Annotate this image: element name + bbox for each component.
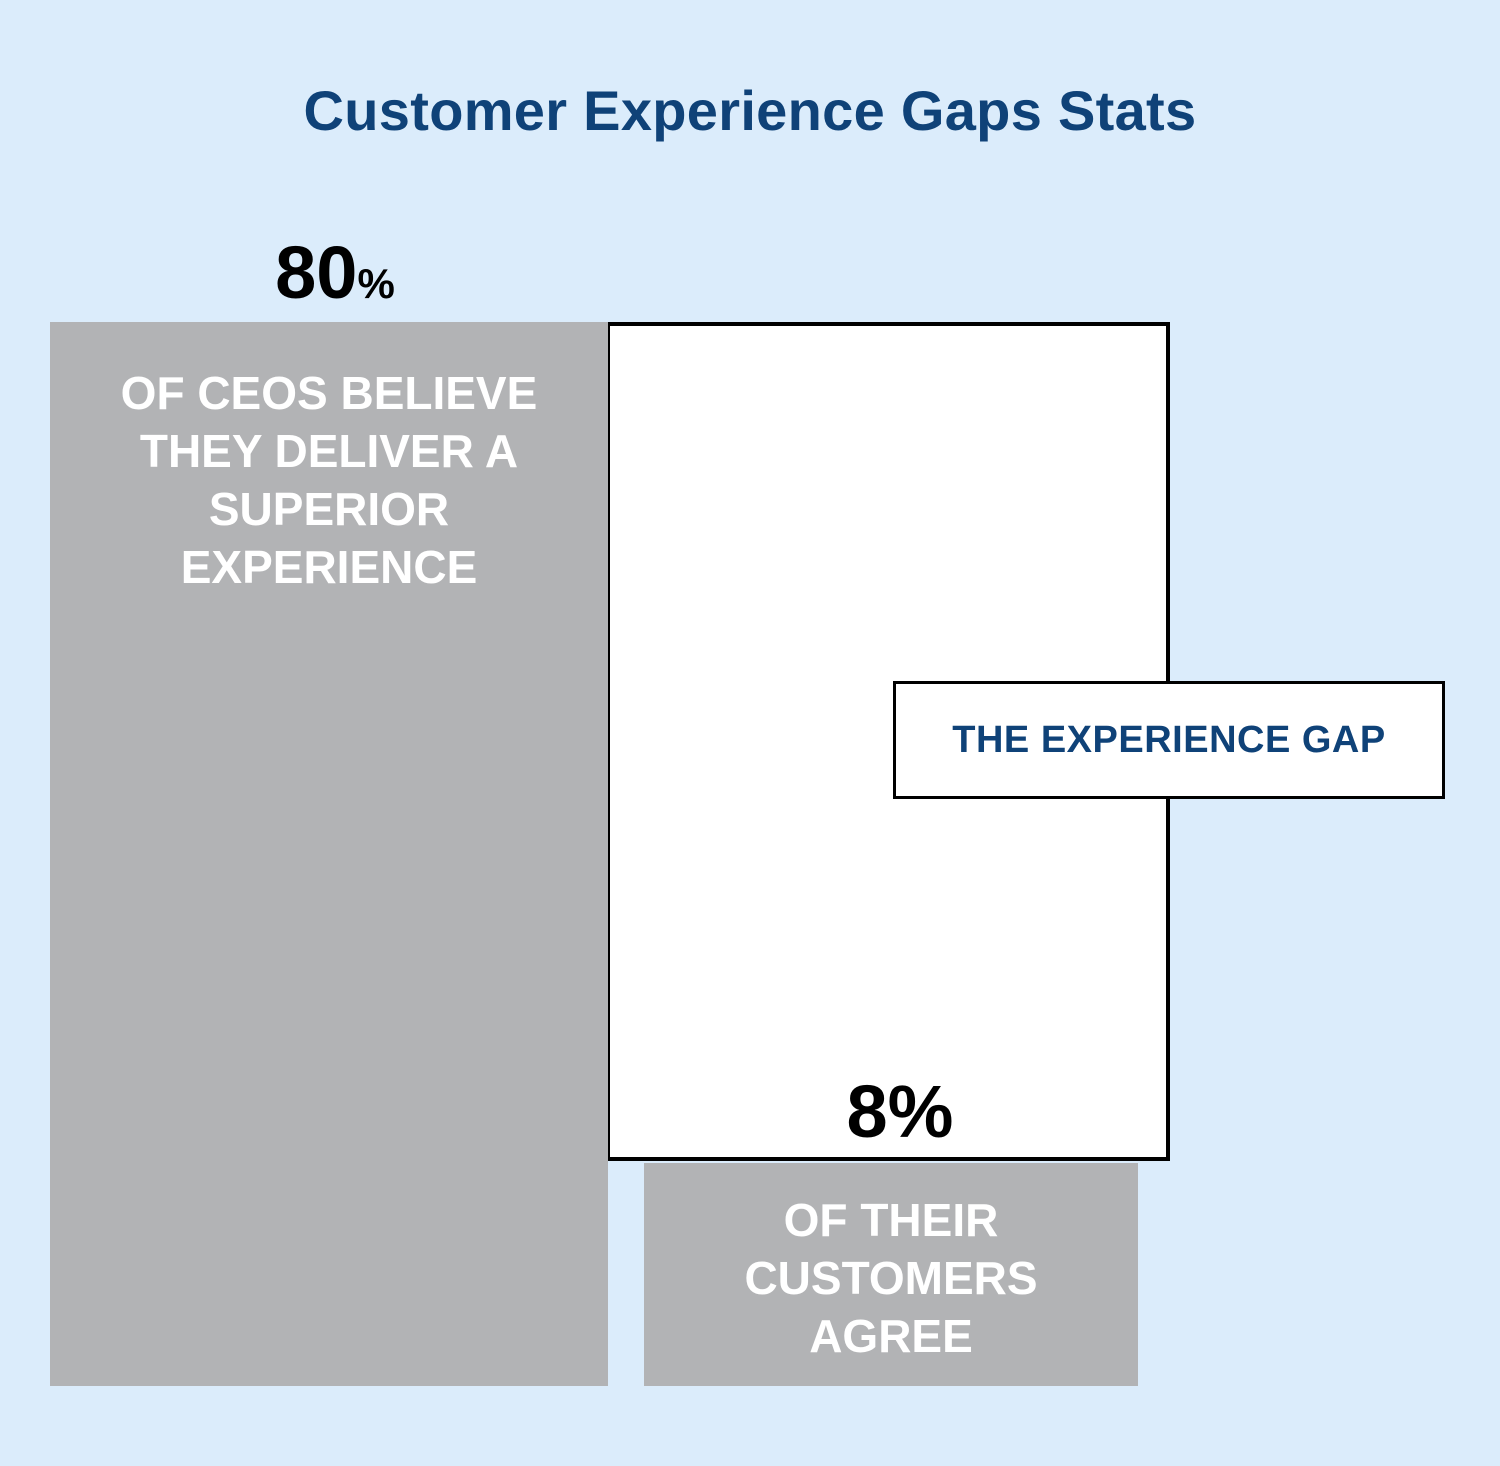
- bar-label-line: THEY DELIVER A: [139, 425, 519, 477]
- bar-label-line: OF THEIR: [783, 1194, 999, 1246]
- bar-ceos: [50, 322, 608, 1386]
- chart-title: Customer Experience Gaps Stats: [303, 79, 1197, 142]
- bar-label-line: CUSTOMERS: [744, 1252, 1038, 1304]
- bar-label-ceos: OF CEOS BELIEVE THEY DELIVER A SUPERIOR EXP…: [50, 364, 608, 596]
- value-suffix-customers: %: [887, 1070, 954, 1153]
- value-number-customers: 8: [846, 1070, 888, 1153]
- bar-label-line: AGREE: [809, 1310, 973, 1362]
- bar-customers: [644, 1163, 1138, 1386]
- value-suffix-ceos: %: [357, 260, 395, 307]
- bar-label-customers: OF THEIR CUSTOMERS AGREE: [644, 1191, 1138, 1365]
- bar-label-line: SUPERIOR: [208, 483, 450, 535]
- value-label-customers: 8%: [780, 1069, 1020, 1154]
- value-label-ceos: 80%: [200, 230, 470, 315]
- bar-label-line: OF CEOS BELIEVE: [120, 367, 538, 419]
- bar-label-line: EXPERIENCE: [180, 541, 478, 593]
- experience-gap-annotation: THE EXPERIENCE GAP: [893, 681, 1445, 799]
- value-number-ceos: 80: [275, 231, 358, 314]
